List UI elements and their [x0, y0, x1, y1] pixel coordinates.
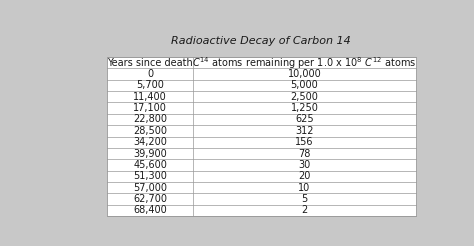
Text: 78: 78	[298, 149, 310, 159]
Text: 0: 0	[147, 69, 153, 79]
Text: 45,600: 45,600	[133, 160, 167, 170]
Text: 20: 20	[298, 171, 310, 181]
Text: 10,000: 10,000	[288, 69, 321, 79]
Text: 11,400: 11,400	[133, 92, 167, 102]
Text: 1,250: 1,250	[291, 103, 319, 113]
Text: 156: 156	[295, 137, 314, 147]
Bar	[107, 57, 416, 216]
Text: Radioactive Decay of Carbon 14: Radioactive Decay of Carbon 14	[172, 36, 351, 46]
Text: Years since death: Years since death	[107, 58, 193, 68]
Text: 68,400: 68,400	[133, 205, 167, 215]
Text: 5,700: 5,700	[136, 80, 164, 90]
Text: $C^{14}$ atoms remaining per 1.0 x $10^{8}$ $C^{12}$ atoms: $C^{14}$ atoms remaining per 1.0 x $10^{…	[192, 55, 417, 71]
Text: 17,100: 17,100	[133, 103, 167, 113]
Text: 5,000: 5,000	[291, 80, 319, 90]
Text: 34,200: 34,200	[133, 137, 167, 147]
Text: 62,700: 62,700	[133, 194, 167, 204]
Text: 10: 10	[298, 183, 310, 193]
Text: 28,500: 28,500	[133, 126, 167, 136]
Text: 2: 2	[301, 205, 308, 215]
Text: 312: 312	[295, 126, 314, 136]
Text: 57,000: 57,000	[133, 183, 167, 193]
Text: 39,900: 39,900	[133, 149, 167, 159]
Text: 5: 5	[301, 194, 308, 204]
Text: 22,800: 22,800	[133, 114, 167, 124]
Text: 30: 30	[298, 160, 310, 170]
Text: 2,500: 2,500	[291, 92, 319, 102]
Text: 625: 625	[295, 114, 314, 124]
Text: 51,300: 51,300	[133, 171, 167, 181]
